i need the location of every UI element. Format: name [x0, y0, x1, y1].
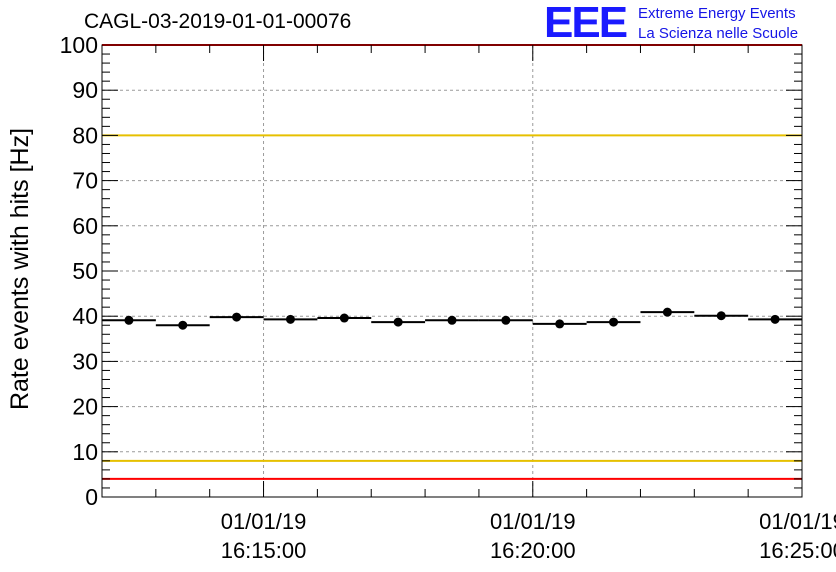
data-point [501, 315, 511, 325]
y-tick-label: 10 [72, 439, 98, 465]
chart-title: CAGL-03-2019-01-01-00076 [84, 10, 352, 33]
data-point [285, 314, 295, 324]
x-tick-label-date: 01/01/19 [221, 509, 307, 534]
data-point [609, 317, 619, 327]
y-tick-label: 0 [85, 484, 98, 510]
data-point [447, 315, 457, 325]
eee-logo-mark: EEE [544, 0, 628, 47]
y-tick-label: 100 [60, 32, 98, 58]
y-tick-label: 40 [72, 303, 98, 329]
logo-line-1: Extreme Energy Events [638, 5, 796, 22]
y-tick-label: 90 [72, 77, 98, 103]
data-point [124, 315, 134, 325]
y-tick-label: 70 [72, 168, 98, 194]
x-tick-label-time: 16:25:00 [759, 538, 836, 563]
y-tick-label: 60 [72, 213, 98, 239]
data-point [232, 312, 242, 322]
data-point [662, 307, 672, 317]
data-point [770, 314, 780, 324]
y-tick-label: 80 [72, 122, 98, 148]
data-point [716, 311, 726, 321]
y-axis-label: Rate events with hits [Hz] [6, 128, 34, 410]
data-point [339, 313, 349, 323]
x-tick-label-time: 16:20:00 [490, 538, 576, 563]
data-point [178, 320, 188, 330]
data-point [393, 317, 403, 327]
logo-line-2: La Scienza nelle Scuole [638, 25, 799, 42]
y-tick-label: 30 [72, 348, 98, 374]
x-tick-label-date: 01/01/19 [490, 509, 576, 534]
y-tick-label: 50 [72, 258, 98, 284]
x-tick-label-date: 01/01/19 [759, 509, 836, 534]
y-tick-label: 20 [72, 394, 98, 420]
data-point [555, 319, 565, 329]
x-tick-label-time: 16:15:00 [221, 538, 307, 563]
